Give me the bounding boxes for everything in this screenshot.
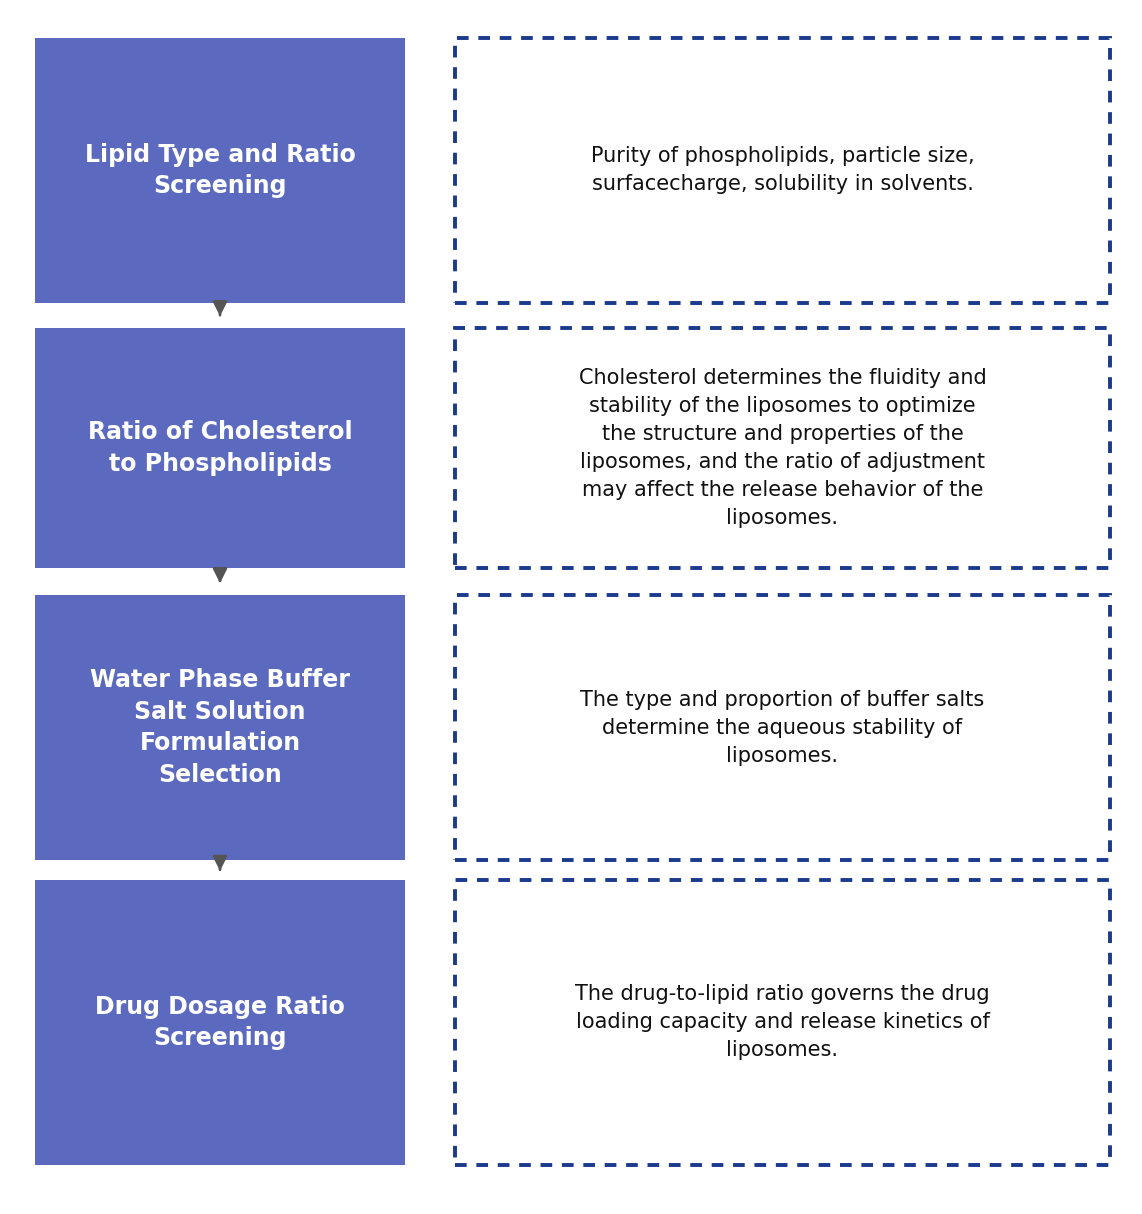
Bar — [455, 880, 1110, 1165]
Bar — [455, 38, 1110, 304]
Bar — [455, 595, 1110, 860]
Text: Ratio of Cholesterol
to Phospholipids: Ratio of Cholesterol to Phospholipids — [88, 420, 353, 476]
Bar — [35, 595, 405, 860]
Text: Water Phase Buffer
Salt Solution
Formulation
Selection: Water Phase Buffer Salt Solution Formula… — [90, 668, 349, 787]
Bar — [35, 328, 405, 568]
Text: Lipid Type and Ratio
Screening: Lipid Type and Ratio Screening — [85, 143, 355, 198]
Text: Drug Dosage Ratio
Screening: Drug Dosage Ratio Screening — [95, 994, 345, 1050]
Bar — [455, 328, 1110, 568]
Text: Cholesterol determines the fluidity and
stability of the liposomes to optimize
t: Cholesterol determines the fluidity and … — [579, 368, 987, 528]
Bar — [35, 38, 405, 304]
Text: Purity of phospholipids, particle size,
surfacecharge, solubility in solvents.: Purity of phospholipids, particle size, … — [590, 147, 974, 194]
Text: The type and proportion of buffer salts
determine the aqueous stability of
lipos: The type and proportion of buffer salts … — [580, 690, 984, 766]
Text: The drug-to-lipid ratio governs the drug
loading capacity and release kinetics o: The drug-to-lipid ratio governs the drug… — [576, 985, 990, 1061]
Bar — [35, 880, 405, 1165]
